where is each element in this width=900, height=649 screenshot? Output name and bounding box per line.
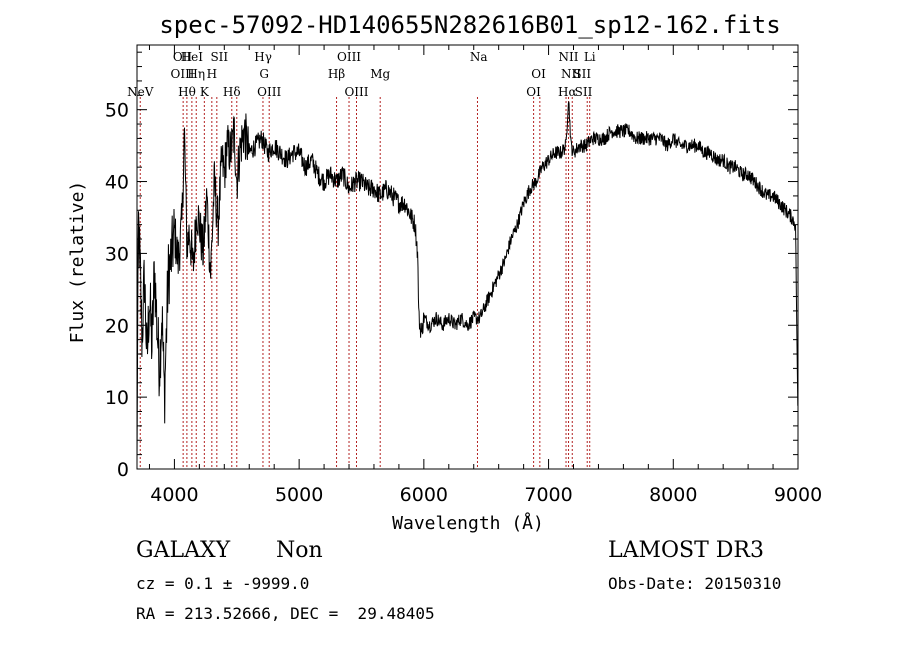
x-tick-label: 4000	[150, 484, 198, 506]
x-axis-ticks: 4000 5000 6000 7000 8000 9000	[148, 45, 822, 506]
spectrum-series-line	[136, 101, 799, 462]
spectral-line-label: H	[207, 67, 217, 81]
spectral-line-label: K	[200, 85, 210, 99]
spectral-line-label: NII	[559, 50, 579, 64]
object-subclass: Non	[276, 538, 323, 563]
spectral-line-label: Mg	[370, 67, 390, 81]
observation-date: Obs-Date: 20150310	[608, 574, 782, 593]
spectral-line-labels: NeV OII OIII Hθ HeI Hη KH SII Hδ Hγ G OIII Hβ OIII OII…	[127, 50, 596, 99]
spectral-line-label: Hθ	[178, 85, 196, 99]
spectral-line-label: HeI	[181, 50, 204, 64]
spectral-line-marks	[139, 97, 591, 469]
spectral-line-label: NII	[561, 67, 581, 81]
coordinates-readout: RA = 213.52666, DEC = 29.48405	[136, 604, 435, 623]
spectral-line-label: OIII	[170, 67, 194, 81]
spectral-line-label: OII	[173, 50, 193, 64]
spectral-line-label: Hη	[187, 67, 205, 81]
survey-name: LAMOST DR3	[608, 538, 764, 563]
spectral-line-label: SII	[573, 67, 591, 81]
spectral-line-label: SII	[210, 50, 228, 64]
spectral-line-label: OIII	[344, 85, 368, 99]
spectral-line-label: NeV	[127, 85, 154, 99]
spectral-line-label: Hα	[558, 85, 577, 99]
y-axis-ticks: 0 10 20 30 40 50	[105, 51, 798, 481]
x-tick-label: 6000	[400, 484, 448, 506]
y-tick-label: 0	[117, 459, 129, 481]
y-tick-label: 50	[105, 100, 129, 122]
x-tick-label: 7000	[524, 484, 572, 506]
spectral-line-label: OI	[531, 67, 546, 81]
x-tick-label: 5000	[275, 484, 323, 506]
spectral-line-label: Hδ	[223, 85, 241, 99]
spectral-line-label: Hβ	[328, 67, 345, 81]
spectral-line-label: G	[259, 67, 269, 81]
chart-title: spec-57092-HD140655N282616B01_sp12-162.f…	[159, 11, 780, 39]
y-tick-label: 40	[105, 172, 129, 194]
x-tick-label: 8000	[649, 484, 697, 506]
spectral-line-label: Na	[470, 50, 488, 64]
x-axis-label: Wavelength (Å)	[392, 512, 544, 534]
spectral-line-label: OIII	[337, 50, 361, 64]
y-tick-label: 10	[105, 387, 129, 409]
spectral-line-label: OIII	[257, 85, 281, 99]
object-class: GALAXY	[136, 538, 231, 563]
redshift-readout: cz = 0.1 ± -9999.0	[136, 574, 310, 593]
y-tick-label: 30	[105, 243, 129, 265]
y-axis-label: Flux (relative)	[67, 181, 88, 344]
spectral-line-label: Hγ	[254, 50, 272, 64]
y-tick-label: 20	[105, 315, 129, 337]
spectral-line-label: Li	[584, 50, 596, 64]
x-tick-label: 9000	[774, 484, 822, 506]
plot-frame	[136, 44, 799, 470]
spectral-line-label: OI	[526, 85, 541, 99]
spectral-line-label: SII	[575, 85, 593, 99]
